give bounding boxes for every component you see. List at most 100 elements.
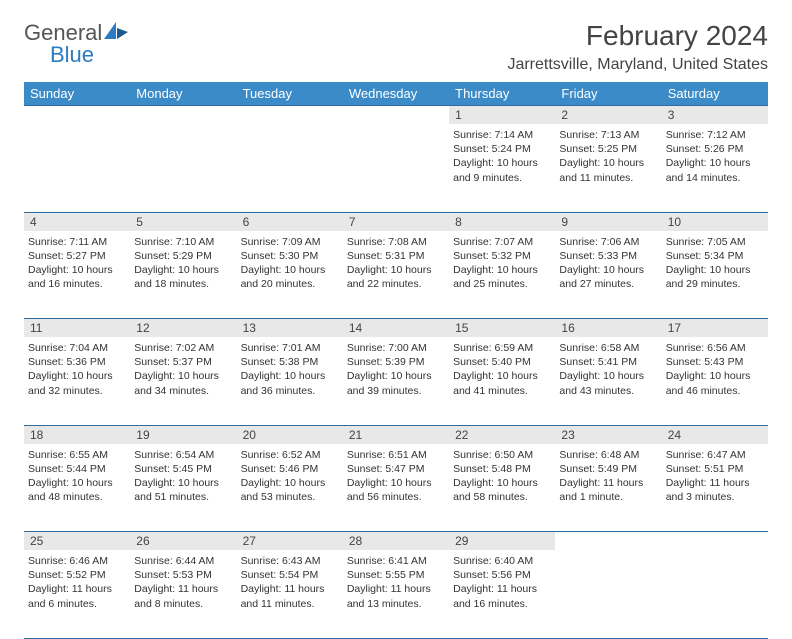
sunrise-text: Sunrise: 7:08 AM xyxy=(347,235,445,249)
daynum-row: 2526272829 xyxy=(24,532,768,551)
day-number: 1 xyxy=(449,106,555,125)
sunrise-text: Sunrise: 6:58 AM xyxy=(559,341,657,355)
daylight-text: Daylight: 10 hours and 25 minutes. xyxy=(453,263,551,291)
daylight-text: Daylight: 10 hours and 48 minutes. xyxy=(28,476,126,504)
day-cell: Sunrise: 7:09 AMSunset: 5:30 PMDaylight:… xyxy=(237,231,343,319)
day-cell: Sunrise: 7:02 AMSunset: 5:37 PMDaylight:… xyxy=(130,337,236,425)
day-details: Sunrise: 7:02 AMSunset: 5:37 PMDaylight:… xyxy=(134,341,232,398)
day-cell xyxy=(343,124,449,212)
day-details: Sunrise: 6:44 AMSunset: 5:53 PMDaylight:… xyxy=(134,554,232,611)
logo: General Blue xyxy=(24,20,128,68)
day-details: Sunrise: 6:54 AMSunset: 5:45 PMDaylight:… xyxy=(134,448,232,505)
sunrise-text: Sunrise: 6:55 AM xyxy=(28,448,126,462)
daylight-text: Daylight: 10 hours and 51 minutes. xyxy=(134,476,232,504)
logo-sail-icon xyxy=(104,20,128,46)
sunrise-text: Sunrise: 7:04 AM xyxy=(28,341,126,355)
weekday-header: Saturday xyxy=(662,82,768,106)
sunset-text: Sunset: 5:41 PM xyxy=(559,355,657,369)
day-number: 27 xyxy=(237,532,343,551)
day-number: 15 xyxy=(449,319,555,338)
day-details: Sunrise: 6:48 AMSunset: 5:49 PMDaylight:… xyxy=(559,448,657,505)
day-cell: Sunrise: 6:44 AMSunset: 5:53 PMDaylight:… xyxy=(130,550,236,638)
sunset-text: Sunset: 5:47 PM xyxy=(347,462,445,476)
day-number: 5 xyxy=(130,212,236,231)
day-cell: Sunrise: 7:11 AMSunset: 5:27 PMDaylight:… xyxy=(24,231,130,319)
day-number: 24 xyxy=(662,425,768,444)
sunrise-text: Sunrise: 7:01 AM xyxy=(241,341,339,355)
day-number: 25 xyxy=(24,532,130,551)
day-details: Sunrise: 7:05 AMSunset: 5:34 PMDaylight:… xyxy=(666,235,764,292)
day-cell: Sunrise: 7:07 AMSunset: 5:32 PMDaylight:… xyxy=(449,231,555,319)
day-cell: Sunrise: 6:59 AMSunset: 5:40 PMDaylight:… xyxy=(449,337,555,425)
day-cell: Sunrise: 7:04 AMSunset: 5:36 PMDaylight:… xyxy=(24,337,130,425)
title-block: February 2024 Jarrettsville, Maryland, U… xyxy=(507,20,768,74)
sunrise-text: Sunrise: 6:51 AM xyxy=(347,448,445,462)
sunset-text: Sunset: 5:54 PM xyxy=(241,568,339,582)
sunset-text: Sunset: 5:44 PM xyxy=(28,462,126,476)
day-details: Sunrise: 7:13 AMSunset: 5:25 PMDaylight:… xyxy=(559,128,657,185)
sunset-text: Sunset: 5:31 PM xyxy=(347,249,445,263)
daylight-text: Daylight: 10 hours and 20 minutes. xyxy=(241,263,339,291)
day-cell xyxy=(662,550,768,638)
day-details: Sunrise: 7:10 AMSunset: 5:29 PMDaylight:… xyxy=(134,235,232,292)
day-number: 8 xyxy=(449,212,555,231)
month-title: February 2024 xyxy=(507,20,768,52)
weekday-header: Thursday xyxy=(449,82,555,106)
weekday-header: Monday xyxy=(130,82,236,106)
location: Jarrettsville, Maryland, United States xyxy=(507,56,768,74)
sunset-text: Sunset: 5:39 PM xyxy=(347,355,445,369)
daynum-row: 11121314151617 xyxy=(24,319,768,338)
day-details: Sunrise: 6:56 AMSunset: 5:43 PMDaylight:… xyxy=(666,341,764,398)
daylight-text: Daylight: 10 hours and 18 minutes. xyxy=(134,263,232,291)
daylight-text: Daylight: 10 hours and 46 minutes. xyxy=(666,369,764,397)
daylight-text: Daylight: 10 hours and 34 minutes. xyxy=(134,369,232,397)
sunrise-text: Sunrise: 6:50 AM xyxy=(453,448,551,462)
daylight-text: Daylight: 10 hours and 36 minutes. xyxy=(241,369,339,397)
sunrise-text: Sunrise: 7:02 AM xyxy=(134,341,232,355)
daynum-row: 45678910 xyxy=(24,212,768,231)
day-cell: Sunrise: 7:10 AMSunset: 5:29 PMDaylight:… xyxy=(130,231,236,319)
day-details: Sunrise: 7:04 AMSunset: 5:36 PMDaylight:… xyxy=(28,341,126,398)
day-number: 16 xyxy=(555,319,661,338)
day-number: 7 xyxy=(343,212,449,231)
day-cell: Sunrise: 6:46 AMSunset: 5:52 PMDaylight:… xyxy=(24,550,130,638)
day-number: 3 xyxy=(662,106,768,125)
day-cell: Sunrise: 6:48 AMSunset: 5:49 PMDaylight:… xyxy=(555,444,661,532)
day-details: Sunrise: 7:01 AMSunset: 5:38 PMDaylight:… xyxy=(241,341,339,398)
day-details: Sunrise: 7:09 AMSunset: 5:30 PMDaylight:… xyxy=(241,235,339,292)
daylight-text: Daylight: 11 hours and 1 minute. xyxy=(559,476,657,504)
sunrise-text: Sunrise: 7:10 AM xyxy=(134,235,232,249)
day-number: 13 xyxy=(237,319,343,338)
weekday-header: Tuesday xyxy=(237,82,343,106)
day-details: Sunrise: 6:55 AMSunset: 5:44 PMDaylight:… xyxy=(28,448,126,505)
day-cell: Sunrise: 6:58 AMSunset: 5:41 PMDaylight:… xyxy=(555,337,661,425)
daylight-text: Daylight: 10 hours and 32 minutes. xyxy=(28,369,126,397)
sunrise-text: Sunrise: 7:13 AM xyxy=(559,128,657,142)
day-cell xyxy=(24,124,130,212)
day-cell: Sunrise: 6:51 AMSunset: 5:47 PMDaylight:… xyxy=(343,444,449,532)
sunrise-text: Sunrise: 6:48 AM xyxy=(559,448,657,462)
week-row: Sunrise: 7:04 AMSunset: 5:36 PMDaylight:… xyxy=(24,337,768,425)
sunrise-text: Sunrise: 7:11 AM xyxy=(28,235,126,249)
day-cell xyxy=(130,124,236,212)
sunset-text: Sunset: 5:32 PM xyxy=(453,249,551,263)
daylight-text: Daylight: 10 hours and 56 minutes. xyxy=(347,476,445,504)
day-number: 14 xyxy=(343,319,449,338)
day-cell xyxy=(555,550,661,638)
sunset-text: Sunset: 5:55 PM xyxy=(347,568,445,582)
day-number: 6 xyxy=(237,212,343,231)
sunset-text: Sunset: 5:46 PM xyxy=(241,462,339,476)
week-row: Sunrise: 7:11 AMSunset: 5:27 PMDaylight:… xyxy=(24,231,768,319)
week-row: Sunrise: 6:46 AMSunset: 5:52 PMDaylight:… xyxy=(24,550,768,638)
weekday-header: Sunday xyxy=(24,82,130,106)
day-number: 23 xyxy=(555,425,661,444)
sunrise-text: Sunrise: 6:59 AM xyxy=(453,341,551,355)
daylight-text: Daylight: 10 hours and 53 minutes. xyxy=(241,476,339,504)
sunset-text: Sunset: 5:45 PM xyxy=(134,462,232,476)
day-number: 26 xyxy=(130,532,236,551)
daylight-text: Daylight: 10 hours and 9 minutes. xyxy=(453,156,551,184)
day-number xyxy=(343,106,449,125)
sunset-text: Sunset: 5:51 PM xyxy=(666,462,764,476)
sunset-text: Sunset: 5:33 PM xyxy=(559,249,657,263)
day-details: Sunrise: 6:52 AMSunset: 5:46 PMDaylight:… xyxy=(241,448,339,505)
